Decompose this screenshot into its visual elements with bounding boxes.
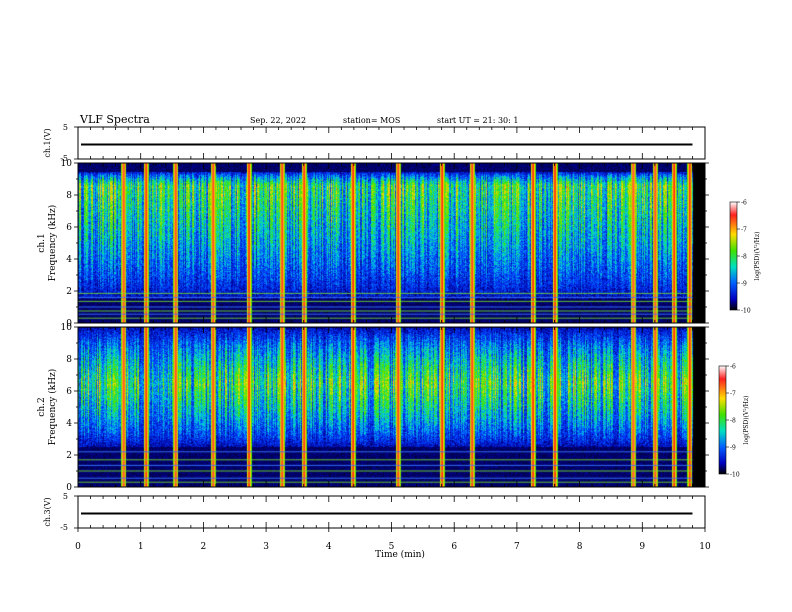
time-tick-label: 7 (514, 542, 520, 552)
freq-tick-label: 8 (66, 191, 72, 201)
freq-tick-label: 10 (61, 159, 73, 169)
freq-tick-label: 0 (66, 483, 72, 493)
ch2-spectrogram-yticks: 0 2 4 6 8 10 (61, 323, 709, 493)
time-axis-title: Time (min) (375, 549, 425, 560)
ch1-voltage-panel: 5 -5 ch.1(V) (43, 123, 706, 163)
colorbar-tick-label: -8 (730, 418, 736, 425)
colorbar-tick-label: -10 (730, 472, 740, 479)
ch2-colorbar-ticks: -6 -7 -8 -9 -10 (726, 364, 740, 479)
ch2-colorbar-scale (718, 365, 727, 475)
ch1-ytick-top: 5 (63, 123, 68, 132)
time-axis-labels: 0 1 2 3 4 5 6 7 8 9 10 (75, 542, 711, 552)
time-tick-label: 1 (138, 542, 144, 552)
station-label: station= MOS (343, 116, 400, 125)
colorbar-tick-label: -8 (741, 254, 747, 261)
ch2-colorbar: -6 -7 -8 -9 -10 log(PSD)(V²/Hz) (718, 364, 750, 479)
ch1-ytick-bottom: -5 (60, 154, 68, 163)
freq-tick-label: 8 (66, 355, 72, 365)
ch2-spectrogram-xticks (77, 327, 706, 487)
ch3-ytick-bottom: -5 (60, 523, 68, 532)
ch1-colorbar: -6 -7 -8 -9 -10 log(PSD)(V²/Hz) (729, 200, 761, 315)
ch1-spectrogram-ylabel-channel: ch.1 (37, 233, 47, 252)
ch1-spectrogram-image (78, 163, 705, 323)
ch3-voltage-panel: 5 -5 ch.3(V) 0 1 2 3 4 5 6 7 8 9 10 Time (min) (43, 492, 711, 560)
ch1-spectrogram-xticks (77, 163, 706, 323)
figure-date: Sep. 22, 2022 (250, 116, 306, 125)
colorbar-tick-label: -7 (741, 227, 747, 234)
freq-tick-label: 10 (61, 323, 73, 333)
freq-tick-label: 4 (66, 255, 72, 265)
time-tick-label: 0 (75, 542, 81, 552)
ch3-voltage-ylabel: ch.3(V) (43, 497, 52, 526)
ch1-voltage-ticks (74, 126, 706, 160)
freq-tick-label: 0 (66, 319, 72, 329)
time-tick-label: 10 (699, 542, 711, 552)
figure-title: VLF Spectra (79, 113, 150, 126)
time-tick-label: 6 (451, 542, 457, 552)
freq-tick-label: 2 (66, 451, 72, 461)
colorbar-tick-label: -9 (730, 445, 736, 452)
colorbar-tick-label: -9 (741, 281, 747, 288)
start-time-label: start UT = 21: 30: 1 (437, 116, 518, 125)
ch1-spectrogram-ylabel-freq: Frequency (kHz) (47, 205, 58, 282)
ch3-ytick-top: 5 (63, 492, 68, 501)
time-tick-label: 4 (326, 542, 332, 552)
ch1-colorbar-ticks: -6 -7 -8 -9 -10 (737, 200, 751, 315)
ch2-spectrogram-panel: 0 2 4 6 8 10 ch.2 Frequency (kHz) -6 -7 -8 -9 -10… (37, 323, 750, 493)
ch2-colorbar-label: log(PSD)(V²/Hz) (743, 396, 750, 445)
ch2-spectrogram-ylabel-freq: Frequency (kHz) (47, 369, 58, 446)
ch2-spectrogram-ylabel-channel: ch.2 (37, 397, 47, 416)
freq-tick-label: 4 (66, 419, 72, 429)
ch1-spectrogram-yticks: 0 2 4 6 8 10 (61, 159, 709, 329)
ch1-colorbar-label: log(PSD)(V²/Hz) (754, 232, 761, 281)
colorbar-tick-label: -7 (730, 391, 736, 398)
time-tick-label: 5 (389, 542, 395, 552)
ch1-colorbar-scale (729, 201, 738, 311)
ch1-spectrogram-panel: 0 2 4 6 8 10 ch.1 Frequency (kHz) -6 -7 -8 -9 -10… (37, 159, 761, 329)
freq-tick-label: 6 (66, 387, 72, 397)
ch2-spectrogram-image (78, 327, 705, 487)
colorbar-tick-label: -6 (741, 200, 747, 207)
time-tick-label: 2 (201, 542, 207, 552)
colorbar-tick-label: -10 (741, 308, 751, 315)
time-tick-label: 9 (639, 542, 645, 552)
freq-tick-label: 2 (66, 287, 72, 297)
time-tick-label: 8 (577, 542, 583, 552)
time-tick-label: 3 (263, 542, 269, 552)
freq-tick-label: 6 (66, 223, 72, 233)
ch3-voltage-ticks (74, 495, 706, 532)
colorbar-tick-label: -6 (730, 364, 736, 371)
ch1-voltage-ylabel: ch.1(V) (43, 128, 52, 157)
